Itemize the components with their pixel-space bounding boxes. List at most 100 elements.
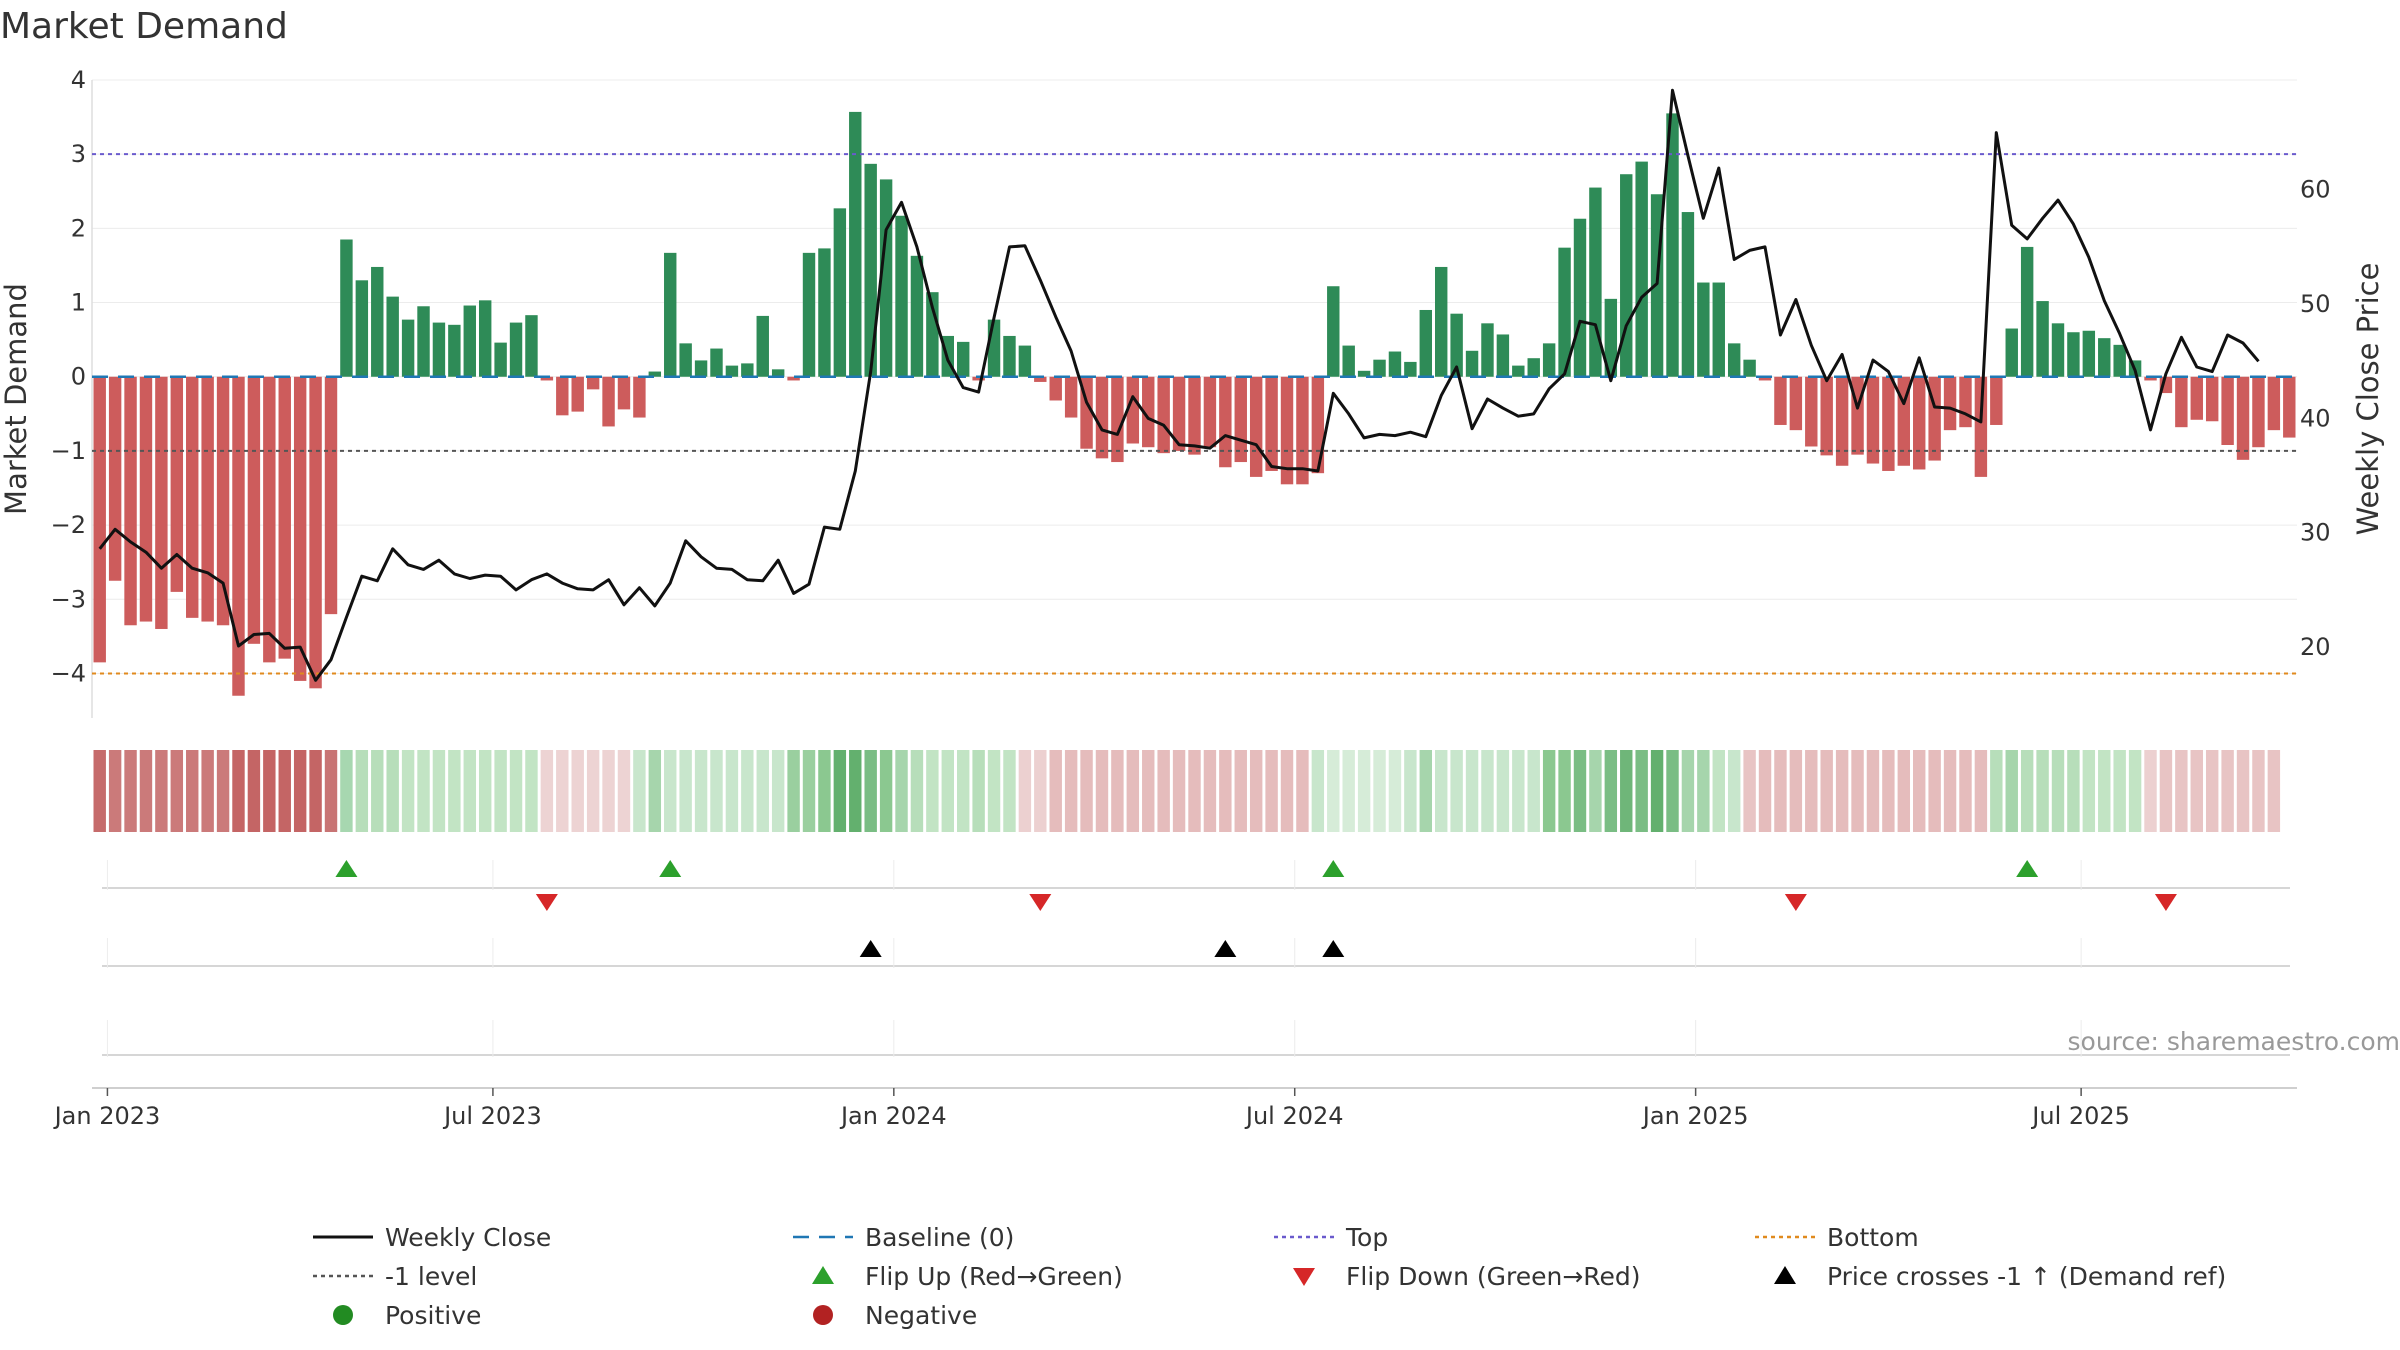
state-strip-cell bbox=[725, 750, 739, 832]
demand-bar bbox=[463, 305, 476, 377]
demand-bar bbox=[2190, 376, 2203, 420]
y-tick-label: −2 bbox=[51, 511, 86, 539]
y-tick-label: 4 bbox=[71, 66, 86, 94]
state-strip-cell bbox=[2190, 750, 2203, 832]
demand-bar bbox=[2283, 376, 2296, 438]
legend-label: Price crosses -1 ↑ (Demand ref) bbox=[1827, 1262, 2226, 1291]
state-strip-cell bbox=[679, 750, 692, 832]
state-strip-cell bbox=[1650, 750, 1664, 832]
flip-down-marker bbox=[535, 894, 558, 911]
legend-handle-tri-up bbox=[1774, 1266, 1796, 1284]
state-strip-cell bbox=[1496, 750, 1510, 832]
state-strip-cell bbox=[802, 750, 816, 832]
demand-bar bbox=[1034, 376, 1047, 382]
demand-bar bbox=[448, 324, 461, 377]
state-strip-cell bbox=[1296, 750, 1309, 832]
demand-bar bbox=[556, 376, 569, 416]
demand-bar bbox=[247, 376, 261, 644]
demand-bar bbox=[802, 252, 816, 377]
state-strip-cell bbox=[1589, 750, 1602, 832]
state-strip-cell bbox=[263, 750, 276, 832]
demand-bar bbox=[1974, 376, 1988, 477]
flip-up-marker bbox=[2016, 860, 2039, 877]
state-strip-cell bbox=[1357, 750, 1371, 832]
state-strip-cell bbox=[1111, 750, 1124, 832]
state-strip-cell bbox=[818, 750, 831, 832]
state-strip-cell bbox=[1512, 750, 1525, 832]
demand-bar bbox=[2144, 376, 2157, 381]
legend-label: Top bbox=[1345, 1223, 1388, 1252]
demand-bar bbox=[694, 360, 708, 377]
demand-bar bbox=[494, 342, 507, 377]
demand-bar bbox=[1712, 282, 1725, 377]
state-strip-cell bbox=[1249, 750, 1263, 832]
state-strip-cell bbox=[1913, 750, 1926, 832]
demand-bar bbox=[602, 376, 615, 427]
state-strip-cell bbox=[664, 750, 677, 832]
y2-axis-label: Weekly Close Price bbox=[2351, 263, 2385, 536]
demand-bar bbox=[2082, 330, 2096, 377]
state-strip-cell bbox=[2144, 750, 2157, 832]
main-plot: −4 −3 −2 −1 0 1 2 3 4 20 30 40 50 60 Market Demand Week… bbox=[0, 66, 2385, 718]
state-strip-cell bbox=[1820, 750, 1833, 832]
demand-bar bbox=[1280, 376, 1294, 485]
chart-title: Market Demand bbox=[0, 6, 288, 47]
state-strip-cell bbox=[2005, 750, 2018, 832]
state-strip-cell bbox=[1188, 750, 1201, 832]
state-strip-cell bbox=[2159, 750, 2173, 832]
demand-bar bbox=[170, 376, 184, 592]
demand-bar bbox=[1049, 376, 1062, 401]
demand-bar bbox=[1357, 370, 1371, 377]
state-strip-cell bbox=[771, 750, 785, 832]
weekly-close-line bbox=[98, 88, 2260, 682]
state-strip-cell bbox=[1990, 750, 2003, 832]
state-strip-cell bbox=[1697, 750, 1710, 832]
state-strip-cell bbox=[1727, 750, 1741, 832]
demand-bar bbox=[278, 376, 291, 659]
demand-bar bbox=[895, 215, 908, 377]
demand-bar bbox=[1296, 376, 1309, 485]
demand-bar bbox=[1727, 343, 1741, 377]
demand-bar bbox=[216, 376, 230, 626]
demand-bar bbox=[710, 348, 723, 377]
legend-label: Baseline (0) bbox=[865, 1223, 1014, 1252]
legend-label: -1 level bbox=[385, 1262, 477, 1291]
demand-bar bbox=[586, 376, 600, 390]
y2-tick-label: 60 bbox=[2300, 176, 2331, 204]
y2-tick-label: 50 bbox=[2300, 290, 2331, 318]
demand-bar bbox=[1943, 376, 1957, 431]
state-strip-cell bbox=[293, 750, 307, 832]
demand-bar bbox=[2067, 332, 2080, 377]
state-strip-cell bbox=[278, 750, 291, 832]
demand-bar bbox=[864, 163, 877, 377]
state-strip-cell bbox=[1558, 750, 1571, 832]
demand-bar bbox=[232, 376, 245, 696]
demand-bar bbox=[417, 306, 430, 377]
state-strip-cell bbox=[1373, 750, 1386, 832]
state-strip-cell bbox=[1049, 750, 1062, 832]
flip-down-marker bbox=[1784, 894, 1807, 911]
state-strip-cell bbox=[186, 750, 199, 832]
demand-bar bbox=[108, 376, 122, 581]
state-strip-cell bbox=[926, 750, 939, 832]
demand-bar bbox=[2051, 323, 2065, 377]
y-tick-label: 3 bbox=[71, 140, 86, 168]
demand-bar bbox=[540, 376, 554, 381]
demand-bar bbox=[633, 376, 646, 418]
state-strip-cell bbox=[956, 750, 970, 832]
state-strip-cell bbox=[556, 750, 569, 832]
demand-bar bbox=[1327, 286, 1340, 377]
demand-bar bbox=[1373, 359, 1386, 377]
demand-bar bbox=[910, 255, 924, 377]
demand-bar bbox=[1666, 113, 1679, 377]
state-strip-cell bbox=[2020, 750, 2034, 832]
state-strip-cell bbox=[1157, 750, 1170, 832]
state-strip-cell bbox=[987, 750, 1001, 832]
state-strip-cell bbox=[2113, 750, 2126, 832]
state-strip-cell bbox=[2036, 750, 2049, 832]
demand-bar bbox=[1681, 212, 1695, 377]
demand-bar bbox=[386, 296, 399, 377]
demand-bar bbox=[124, 376, 137, 626]
demand-bar bbox=[2113, 344, 2126, 377]
state-strip-cell bbox=[1388, 750, 1402, 832]
